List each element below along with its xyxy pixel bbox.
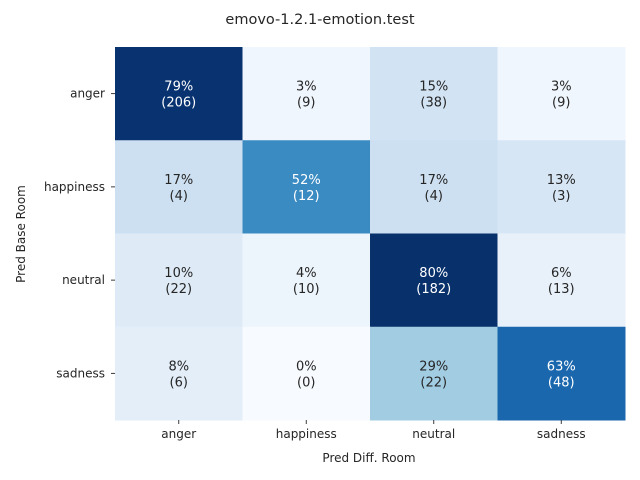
cell-percent-label: 17% (419, 173, 448, 188)
y-axis-label: Pred Base Room (14, 185, 28, 283)
cell-percent-label: 80% (419, 266, 448, 281)
x-tick-label: happiness (276, 427, 337, 441)
heatmap-cell (370, 47, 498, 141)
cell-count-label: (12) (293, 189, 320, 204)
cell-count-label: (182) (416, 282, 451, 297)
cell-count-label: (13) (548, 282, 575, 297)
heatmap-cell (242, 140, 371, 234)
heatmap-cell (115, 326, 243, 421)
heatmap-cell (115, 140, 243, 234)
cell-count-label: (10) (293, 282, 320, 297)
heatmap-cell (242, 326, 371, 421)
cell-percent-label: 6% (551, 266, 572, 281)
cell-percent-label: 29% (419, 359, 448, 374)
cell-percent-label: 8% (168, 359, 189, 374)
cell-percent-label: 3% (296, 80, 317, 95)
heatmap-cell (497, 140, 626, 234)
heatmap-cell (370, 326, 498, 421)
cell-percent-label: 3% (551, 80, 572, 95)
heatmap-cells (115, 47, 626, 421)
heatmap-cell (497, 326, 626, 421)
cell-percent-label: 4% (296, 266, 317, 281)
y-axis: anger happiness neutral sadness (44, 87, 115, 380)
x-axis-label: Pred Diff. Room (322, 451, 415, 465)
heatmap-cell (370, 233, 498, 328)
cell-percent-label: 52% (292, 173, 321, 188)
chart-title: emovo-1.2.1-emotion.test (225, 12, 414, 28)
cell-count-label: (3) (552, 189, 570, 204)
heatmap-cell (370, 140, 498, 234)
x-axis: anger happiness neutral sadness (161, 420, 586, 441)
cell-count-label: (4) (425, 189, 443, 204)
heatmap-cell (115, 47, 243, 141)
heatmap-cell (115, 233, 243, 328)
cell-percent-label: 0% (296, 359, 317, 374)
y-tick-label: sadness (56, 366, 105, 380)
cell-percent-label: 15% (419, 80, 448, 95)
x-tick-label: anger (161, 427, 196, 441)
heatmap-cell (497, 233, 626, 328)
cell-percent-label: 13% (547, 173, 576, 188)
cell-count-label: (4) (170, 189, 188, 204)
cell-count-label: (6) (170, 375, 188, 390)
cell-percent-label: 10% (164, 266, 193, 281)
cell-count-label: (9) (552, 96, 570, 111)
cell-count-label: (48) (548, 375, 575, 390)
x-tick-label: neutral (412, 427, 455, 441)
cell-percent-label: 79% (164, 80, 193, 95)
heatmap-cell (242, 47, 371, 141)
x-tick-label: sadness (537, 427, 586, 441)
heatmap-cell-labels: 79%(206)3%(9)15%(38)3%(9)17%(4)52%(12)17… (161, 80, 575, 391)
cell-count-label: (38) (420, 96, 447, 111)
cell-count-label: (9) (297, 96, 315, 111)
cell-count-label: (206) (161, 96, 196, 111)
y-tick-label: happiness (44, 180, 105, 194)
heatmap-cell (242, 233, 371, 328)
cell-percent-label: 17% (164, 173, 193, 188)
cell-percent-label: 63% (547, 359, 576, 374)
heatmap-cell (497, 47, 626, 141)
cell-count-label: (0) (297, 375, 315, 390)
y-tick-label: anger (70, 87, 105, 101)
y-tick-label: neutral (62, 273, 105, 287)
cell-count-label: (22) (420, 375, 447, 390)
cell-count-label: (22) (165, 282, 192, 297)
